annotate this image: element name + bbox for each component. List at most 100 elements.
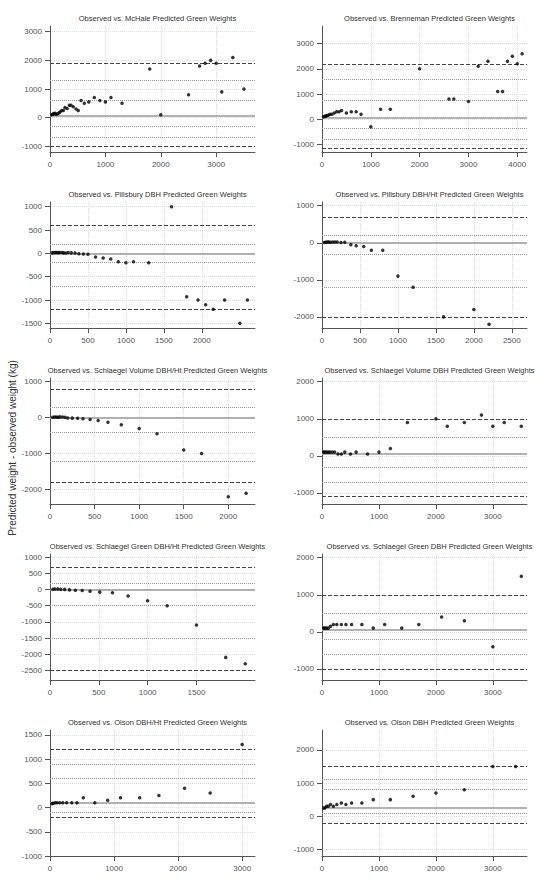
svg-text:2000: 2000 bbox=[152, 160, 170, 169]
svg-text:-1500: -1500 bbox=[22, 319, 43, 328]
svg-text:0: 0 bbox=[310, 812, 315, 821]
svg-text:0: 0 bbox=[310, 627, 315, 636]
svg-text:0: 0 bbox=[48, 688, 53, 697]
svg-text:500: 500 bbox=[92, 688, 106, 697]
svg-text:0: 0 bbox=[48, 864, 53, 873]
svg-text:1000: 1000 bbox=[370, 512, 388, 521]
svg-text:1500: 1500 bbox=[24, 730, 42, 739]
svg-text:1000: 1000 bbox=[296, 201, 314, 210]
svg-text:1000: 1000 bbox=[370, 688, 388, 697]
svg-text:2000: 2000 bbox=[296, 745, 314, 754]
svg-text:1500: 1500 bbox=[175, 512, 193, 521]
svg-text:-1000: -1000 bbox=[22, 296, 43, 305]
svg-text:0: 0 bbox=[38, 413, 43, 422]
svg-text:-2500: -2500 bbox=[22, 666, 43, 675]
svg-text:1500: 1500 bbox=[427, 336, 445, 345]
svg-text:0: 0 bbox=[320, 160, 325, 169]
svg-text:2000: 2000 bbox=[169, 864, 187, 873]
svg-text:500: 500 bbox=[88, 512, 102, 521]
svg-text:-1000: -1000 bbox=[22, 617, 43, 626]
svg-text:Observed vs. Olson DBH/Ht Pred: Observed vs. Olson DBH/Ht Predicted Gree… bbox=[68, 718, 247, 727]
svg-text:-500: -500 bbox=[26, 272, 43, 281]
svg-text:-1000: -1000 bbox=[294, 488, 315, 497]
svg-text:2000: 2000 bbox=[411, 160, 429, 169]
svg-text:Observed vs. Pillsbury DBH/Ht: Observed vs. Pillsbury DBH/Ht Predicted … bbox=[336, 190, 524, 199]
svg-text:-1000: -1000 bbox=[294, 275, 315, 284]
svg-text:1500: 1500 bbox=[155, 336, 173, 345]
svg-text:Observed vs. Schlaegel Green D: Observed vs. Schlaegel Green DBH Predict… bbox=[327, 542, 533, 551]
svg-text:Observed vs. Brenneman Predict: Observed vs. Brenneman Predicted Green W… bbox=[344, 14, 515, 23]
svg-text:1000: 1000 bbox=[296, 779, 314, 788]
svg-text:3000: 3000 bbox=[24, 27, 42, 36]
svg-text:2000: 2000 bbox=[193, 336, 211, 345]
svg-text:Observed vs. Schlaegel Volume: Observed vs. Schlaegel Volume DBH/Ht Pre… bbox=[48, 366, 268, 375]
svg-text:3000: 3000 bbox=[207, 160, 225, 169]
svg-text:1000: 1000 bbox=[24, 85, 42, 94]
svg-text:Observed vs. Pillsbury DBH Pre: Observed vs. Pillsbury DBH Predicted Gre… bbox=[68, 190, 247, 199]
svg-text:2000: 2000 bbox=[219, 512, 237, 521]
svg-text:1000: 1000 bbox=[296, 90, 314, 99]
svg-text:500: 500 bbox=[29, 226, 43, 235]
svg-text:500: 500 bbox=[29, 779, 43, 788]
svg-text:0: 0 bbox=[48, 512, 53, 521]
svg-text:500: 500 bbox=[81, 336, 95, 345]
svg-text:0: 0 bbox=[320, 336, 325, 345]
svg-text:1000: 1000 bbox=[117, 336, 135, 345]
svg-text:1000: 1000 bbox=[24, 377, 42, 386]
svg-text:1000: 1000 bbox=[130, 512, 148, 521]
svg-text:1000: 1000 bbox=[24, 755, 42, 764]
svg-text:-1000: -1000 bbox=[294, 140, 315, 149]
svg-text:-2000: -2000 bbox=[22, 485, 43, 494]
svg-text:1000: 1000 bbox=[97, 160, 115, 169]
svg-text:3000: 3000 bbox=[484, 512, 502, 521]
svg-text:4000: 4000 bbox=[508, 160, 526, 169]
svg-text:1000: 1000 bbox=[389, 336, 407, 345]
svg-text:Observed vs. McHale Predicted: Observed vs. McHale Predicted Green Weig… bbox=[79, 14, 237, 23]
svg-text:0: 0 bbox=[320, 512, 325, 521]
svg-text:500: 500 bbox=[29, 569, 43, 578]
svg-text:Predicted weight - observed we: Predicted weight - observed weight (kg) bbox=[7, 360, 18, 536]
svg-text:0: 0 bbox=[38, 585, 43, 594]
svg-text:-500: -500 bbox=[26, 601, 43, 610]
svg-text:-2000: -2000 bbox=[22, 650, 43, 659]
svg-text:1000: 1000 bbox=[362, 160, 380, 169]
svg-text:2000: 2000 bbox=[24, 56, 42, 65]
svg-text:-1000: -1000 bbox=[22, 142, 43, 151]
svg-text:500: 500 bbox=[353, 336, 367, 345]
svg-text:0: 0 bbox=[48, 336, 53, 345]
svg-text:1500: 1500 bbox=[188, 688, 206, 697]
svg-text:-1000: -1000 bbox=[22, 852, 43, 861]
svg-text:1000: 1000 bbox=[370, 864, 388, 873]
svg-text:0: 0 bbox=[320, 864, 325, 873]
svg-text:3000: 3000 bbox=[484, 688, 502, 697]
svg-text:Observed vs. Olson DBH Predict: Observed vs. Olson DBH Predicted Green W… bbox=[345, 718, 515, 727]
svg-text:-1000: -1000 bbox=[294, 845, 315, 854]
svg-text:1000: 1000 bbox=[105, 864, 123, 873]
svg-text:0: 0 bbox=[310, 115, 315, 124]
svg-text:0: 0 bbox=[38, 113, 43, 122]
svg-text:2500: 2500 bbox=[503, 336, 521, 345]
svg-text:3000: 3000 bbox=[233, 864, 251, 873]
svg-text:-500: -500 bbox=[26, 827, 43, 836]
svg-text:0: 0 bbox=[38, 249, 43, 258]
svg-text:1000: 1000 bbox=[24, 553, 42, 562]
svg-text:2000: 2000 bbox=[465, 336, 483, 345]
svg-text:2000: 2000 bbox=[427, 512, 445, 521]
svg-text:Observed vs. Schlaegel Green D: Observed vs. Schlaegel Green DBH/Ht Pred… bbox=[50, 542, 266, 551]
svg-text:0: 0 bbox=[320, 688, 325, 697]
svg-text:2000: 2000 bbox=[296, 377, 314, 386]
svg-text:-2000: -2000 bbox=[294, 312, 315, 321]
svg-text:2000: 2000 bbox=[427, 864, 445, 873]
svg-text:3000: 3000 bbox=[484, 864, 502, 873]
svg-text:-1500: -1500 bbox=[22, 634, 43, 643]
svg-text:1000: 1000 bbox=[296, 414, 314, 423]
svg-text:3000: 3000 bbox=[460, 160, 478, 169]
svg-text:3000: 3000 bbox=[296, 39, 314, 48]
svg-text:1000: 1000 bbox=[24, 202, 42, 211]
svg-text:0: 0 bbox=[310, 238, 315, 247]
svg-text:2000: 2000 bbox=[296, 553, 314, 562]
svg-text:-1000: -1000 bbox=[22, 449, 43, 458]
svg-text:2000: 2000 bbox=[296, 64, 314, 73]
svg-text:0: 0 bbox=[310, 451, 315, 460]
svg-text:1000: 1000 bbox=[296, 590, 314, 599]
